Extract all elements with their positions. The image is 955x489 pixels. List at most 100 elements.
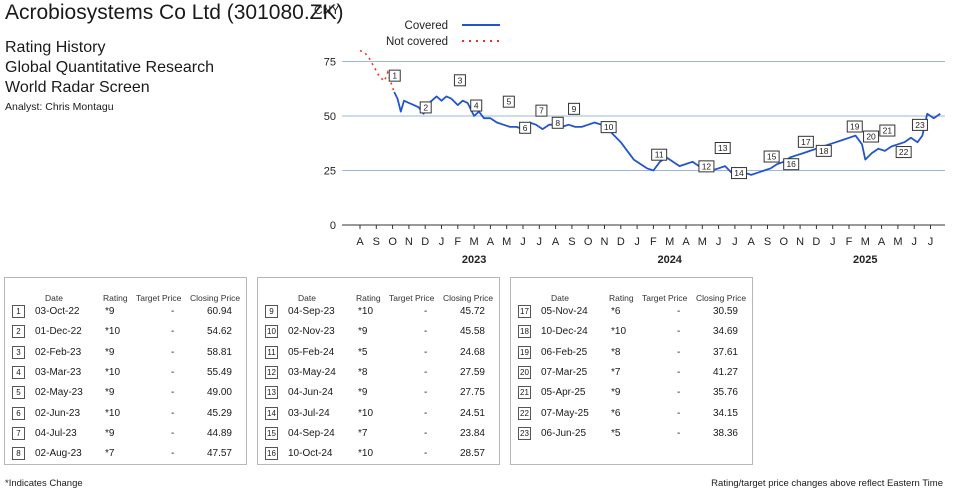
row-number: 6 xyxy=(12,406,25,420)
table-row: 2 01-Dec-22 *10 - 54.62 xyxy=(5,325,246,341)
row-number: 21 xyxy=(518,386,531,400)
table-row: 21 05-Apr-25 *9 - 35.76 xyxy=(511,386,752,402)
row-closing-price: 37.61 xyxy=(712,346,738,358)
table-row: 9 04-Sep-23 *10 - 45.72 xyxy=(258,305,499,321)
rating-marker-label-11: 11 xyxy=(655,150,664,160)
x-month-label-27: N xyxy=(796,236,804,248)
x-month-label-2: O xyxy=(388,236,397,248)
table-row: 22 07-May-25 *6 - 34.15 xyxy=(511,406,752,423)
rating-marker-box-4 xyxy=(470,99,483,112)
rating-marker-box-14 xyxy=(731,167,748,180)
rating-marker-box-21 xyxy=(879,124,896,137)
rating-marker-label-8: 8 xyxy=(555,118,560,128)
table-row: 13 04-Jun-24 *9 - 27.75 xyxy=(258,386,499,402)
x-month-label-24: A xyxy=(748,236,756,248)
row-rating: *9 xyxy=(358,387,368,399)
row-target-price: - xyxy=(424,427,428,439)
rating-table-2: Date Rating Target Price Closing Price 9 04-S… xyxy=(257,277,500,465)
row-closing-price: 41.27 xyxy=(712,366,738,378)
header-date: Date xyxy=(45,293,63,303)
row-target-price: - xyxy=(171,448,175,460)
row-closing-price: 23.84 xyxy=(459,427,485,439)
row-number: 4 xyxy=(12,365,25,379)
row-closing-price: 38.36 xyxy=(712,427,738,439)
row-closing-price: 30.59 xyxy=(712,306,738,317)
x-month-label-1: S xyxy=(373,236,380,248)
row-number: 14 xyxy=(265,406,278,420)
row-rating: *10 xyxy=(105,407,121,419)
table-row: 4 03-Mar-23 *10 - 55.49 xyxy=(5,365,246,382)
row-rating: *9 xyxy=(105,346,115,358)
subtitle-rating-history: Rating History xyxy=(5,39,106,56)
row-closing-price: 34.69 xyxy=(712,326,738,338)
row-target-price: - xyxy=(677,427,681,439)
row-date: 10-Dec-24 xyxy=(541,326,588,338)
row-rating: *9 xyxy=(105,306,115,317)
x-month-label-3: N xyxy=(405,236,413,248)
table-row: 16 10-Oct-24 *10 - 28.57 xyxy=(258,447,499,463)
rating-marker-label-15: 15 xyxy=(767,152,777,162)
table-row: 23 06-Jun-25 *5 - 38.36 xyxy=(511,426,752,443)
x-month-label-18: F xyxy=(650,236,657,248)
rating-marker-label-4: 4 xyxy=(474,101,479,111)
rating-table-3: Date Rating Target Price Closing Price 17 05-… xyxy=(510,277,753,465)
row-closing-price: 47.57 xyxy=(206,448,232,460)
row-date: 05-Feb-24 xyxy=(288,346,335,358)
rating-marker-box-1 xyxy=(388,69,401,82)
x-month-label-4: D xyxy=(421,236,429,248)
row-rating: *5 xyxy=(611,427,621,439)
rating-marker-label-16: 16 xyxy=(786,159,796,169)
row-date: 04-Jul-23 xyxy=(35,427,77,439)
row-date: 04-Sep-24 xyxy=(288,427,335,439)
row-closing-price: 58.81 xyxy=(206,346,232,358)
header-target-price: Target Price xyxy=(389,293,435,303)
row-number: 16 xyxy=(265,447,278,461)
header-closing-price: Closing Price xyxy=(190,293,241,303)
x-month-label-19: M xyxy=(665,236,674,248)
series-covered-line xyxy=(393,91,941,176)
row-closing-price: 34.15 xyxy=(712,407,738,419)
row-rating: *6 xyxy=(611,306,621,317)
table-row: 20 07-Mar-25 *7 - 41.27 xyxy=(511,365,752,382)
rating-marker-label-6: 6 xyxy=(523,123,528,133)
row-closing-price: 49.00 xyxy=(206,387,232,399)
row-target-price: - xyxy=(171,427,175,439)
rating-marker-label-13: 13 xyxy=(718,143,728,153)
header-closing-price: Closing Price xyxy=(443,293,494,303)
subtitle-research-group: Global Quantitative Research xyxy=(5,59,214,76)
table-row: 17 05-Nov-24 *6 - 30.59 xyxy=(511,305,752,321)
x-year-label-2023: 2023 xyxy=(462,254,486,266)
row-target-price: - xyxy=(677,366,681,378)
row-date: 07-May-25 xyxy=(541,407,589,419)
row-rating: *9 xyxy=(105,427,115,439)
row-date: 05-Apr-25 xyxy=(541,387,586,399)
rating-marker-label-12: 12 xyxy=(702,161,712,171)
table-row: 6 02-Jun-23 *10 - 45.29 xyxy=(5,406,246,423)
x-month-label-10: J xyxy=(520,236,526,248)
row-number: 3 xyxy=(12,345,25,359)
table-row: 19 06-Feb-25 *8 - 37.61 xyxy=(511,345,752,362)
x-month-label-31: M xyxy=(861,236,870,248)
row-target-price: - xyxy=(171,346,175,358)
table-row: 1 03-Oct-22 *9 - 60.94 xyxy=(5,305,246,321)
rating-marker-label-7: 7 xyxy=(539,106,544,116)
row-rating: *5 xyxy=(358,346,368,358)
x-month-label-11: J xyxy=(537,236,543,248)
x-month-label-30: F xyxy=(846,236,853,248)
rating-table-1: Date Rating Target Price Closing Price 1 03-O… xyxy=(4,277,247,465)
row-date: 02-Feb-23 xyxy=(35,346,82,358)
row-rating: *9 xyxy=(358,326,368,338)
row-rating: *10 xyxy=(105,366,121,378)
rating-marker-box-18 xyxy=(815,144,832,157)
row-rating: *10 xyxy=(358,306,374,317)
x-month-label-12: A xyxy=(552,236,560,248)
row-number: 17 xyxy=(518,305,531,318)
rating-marker-label-19: 19 xyxy=(850,122,860,132)
rating-marker-box-8 xyxy=(551,116,564,129)
rating-marker-box-6 xyxy=(519,121,532,134)
rating-marker-box-9 xyxy=(568,102,581,115)
row-number: 2 xyxy=(12,325,25,339)
rating-marker-box-3 xyxy=(453,74,466,87)
rating-marker-box-11 xyxy=(651,148,668,161)
row-number: 10 xyxy=(265,325,278,339)
